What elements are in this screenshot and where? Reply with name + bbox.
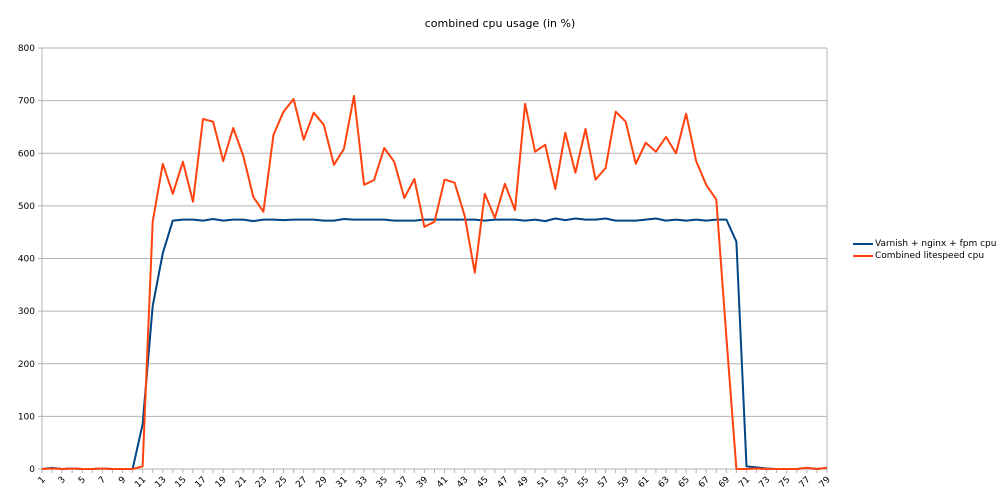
y-tick-label: 200 (18, 360, 35, 370)
y-axis: 0 100 200 300 400 500 600 700 800 (18, 44, 828, 475)
y-tick-label: 700 (18, 97, 35, 107)
x-tick-label: 67 (697, 475, 712, 490)
legend: Varnish + nginx + fpm cpu Combined lites… (853, 238, 996, 262)
x-tick-label: 79 (818, 475, 833, 490)
x-tick-label: 41 (435, 475, 450, 490)
x-tick-label: 33 (355, 475, 370, 490)
y-tick-label: 0 (29, 465, 35, 475)
x-axis: 1 3 5 7 9 11 13 15 17 19 21 23 25 27 29 31 33 35 37 39 41 43 4… (37, 469, 833, 490)
x-tick-label: 39 (415, 475, 430, 490)
y-tick-label: 600 (18, 149, 35, 159)
y-tick-label: 100 (18, 412, 35, 422)
x-tick-label: 23 (254, 475, 269, 490)
x-tick-label: 5 (77, 475, 88, 486)
series-line (41, 217, 828, 470)
x-tick-label: 27 (294, 475, 309, 490)
x-tick-label: 15 (174, 475, 189, 490)
x-tick-label: 7 (97, 475, 108, 486)
chart-title: combined cpu usage (in %) (424, 17, 576, 30)
legend-item-litespeed: Combined litespeed cpu (853, 250, 996, 262)
gridlines (38, 47, 827, 470)
x-tick-label: 11 (133, 475, 148, 490)
x-tick-label: 25 (274, 475, 289, 490)
x-tick-label: 3 (57, 475, 68, 486)
x-tick-label: 53 (556, 475, 571, 490)
x-tick-label: 51 (536, 475, 551, 490)
x-tick-label: 31 (335, 475, 350, 490)
legend-swatch-blue (853, 243, 873, 245)
x-tick-label: 9 (117, 475, 128, 486)
x-tick-label: 55 (576, 475, 591, 490)
legend-label: Varnish + nginx + fpm cpu (875, 239, 997, 249)
x-tick-label: 47 (496, 475, 511, 490)
x-tick-label: 59 (616, 475, 631, 490)
x-tick-label: 69 (717, 475, 732, 490)
x-tick-label: 29 (314, 475, 329, 490)
x-tick-label: 49 (516, 475, 531, 490)
x-tick-label: 65 (677, 475, 692, 490)
legend-item-varnish: Varnish + nginx + fpm cpu (853, 238, 996, 250)
x-tick-label: 45 (475, 475, 490, 490)
legend-label: Combined litespeed cpu (875, 251, 985, 261)
x-tick-label: 17 (194, 475, 209, 490)
series-line (41, 94, 828, 470)
x-tick-label: 77 (798, 475, 813, 490)
x-tick-label: 71 (737, 475, 752, 490)
x-tick-label: 43 (455, 475, 470, 490)
x-tick-label: 21 (234, 475, 249, 490)
y-tick-label: 300 (18, 307, 35, 317)
x-tick-label: 61 (637, 475, 652, 490)
y-tick-label: 800 (18, 44, 35, 54)
x-tick-label: 19 (214, 475, 229, 490)
x-tick-label: 13 (153, 475, 168, 490)
series-lines (41, 94, 828, 470)
legend-swatch-orange (853, 255, 873, 257)
x-tick-label: 1 (37, 475, 48, 486)
x-tick-label: 57 (596, 475, 611, 490)
x-tick-label: 73 (757, 475, 772, 490)
x-tick-label: 75 (777, 475, 792, 490)
y-tick-label: 500 (18, 202, 35, 212)
x-tick-label: 63 (657, 475, 672, 490)
x-tick-label: 37 (395, 475, 410, 490)
y-tick-label: 400 (18, 255, 35, 265)
x-tick-label: 35 (375, 475, 390, 490)
